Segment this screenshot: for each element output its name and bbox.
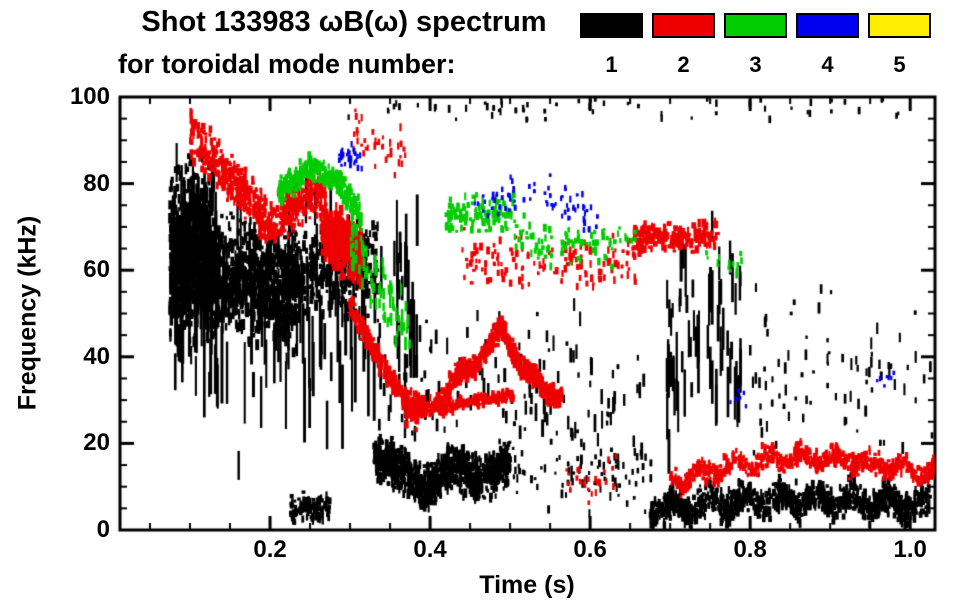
x-tick-label: 0.8 [733, 536, 767, 563]
chart-title: Shot 133983 ωB(ω) spectrum [141, 6, 547, 38]
y-tick-label: 100 [69, 83, 110, 110]
y-tick-label: 60 [83, 256, 110, 284]
y-tick-label: 40 [83, 342, 110, 370]
legend-swatch-n5 [868, 13, 931, 38]
y-axis-label: Frequency (kHz) [13, 215, 42, 411]
x-axis-label: Time (s) [479, 571, 575, 599]
legend-mode-numbers: 1 2 3 4 5 [580, 52, 931, 78]
x-tick-label: 0.6 [573, 536, 607, 563]
legend-label-n5: 5 [893, 52, 906, 77]
y-tick-label: 80 [83, 169, 110, 197]
x-tick-label: 0.4 [413, 536, 447, 563]
chart-subtitle: for toroidal mode number: [118, 49, 456, 79]
legend-label-n1: 1 [605, 52, 618, 77]
y-tick-label: 0 [96, 516, 110, 543]
y-tick-label: 20 [83, 429, 110, 457]
legend-label-n4: 4 [821, 52, 834, 77]
legend [580, 13, 931, 38]
x-tick-label: 0.2 [253, 536, 287, 563]
legend-swatch-n3 [724, 13, 787, 38]
legend-label-n2: 2 [677, 52, 690, 77]
legend-swatch-n2 [652, 13, 715, 38]
x-tick-label: 1.0 [893, 536, 927, 563]
legend-swatch-n1 [580, 13, 643, 38]
legend-swatch-n4 [796, 13, 859, 38]
legend-label-n3: 3 [749, 52, 762, 77]
